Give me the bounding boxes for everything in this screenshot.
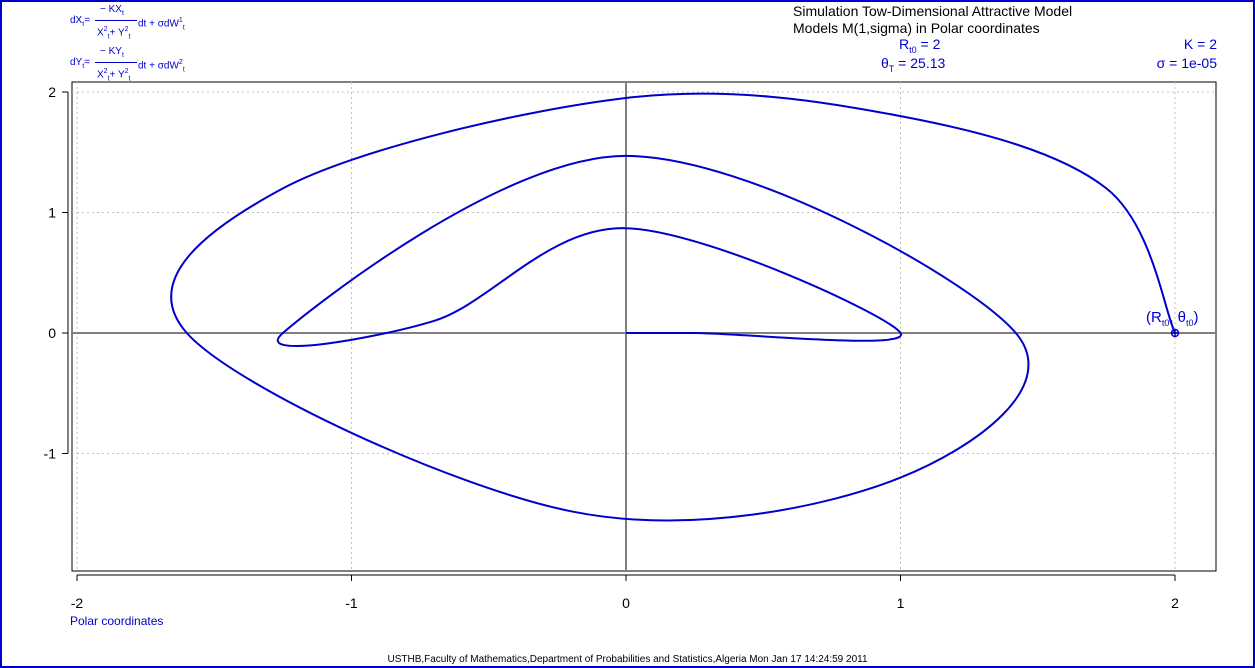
eq2-denominator: X2t+ Y2t	[97, 68, 131, 83]
ticks: -2 -1 0 1 2 -1 0 1 2	[44, 84, 1180, 611]
theta-parameter: θT = 25.13	[881, 55, 945, 74]
y-tick-label: 1	[48, 205, 56, 221]
x-tick-label: -2	[71, 595, 84, 611]
eq1-numerator: − KXt	[100, 4, 124, 17]
eq1-lhs: dXt=	[70, 15, 91, 28]
theta-value: = 25.13	[894, 55, 946, 71]
x-axis-label: Polar coordinates	[70, 614, 164, 628]
x-tick-label: 2	[1171, 595, 1179, 611]
chart-title: Simulation Tow-Dimensional Attractive Mo…	[793, 3, 1073, 19]
start-point-label: (Rt0, θt0)	[1146, 309, 1199, 328]
equation-dx: dXt= − KXt X2t+ Y2t dt + σdW1t	[70, 4, 200, 40]
k-parameter: K = 2	[1183, 36, 1217, 52]
y-tick-label: -1	[44, 446, 57, 462]
eq2-tail: dt + σdW2t	[138, 59, 185, 74]
eq2-fraction-bar	[95, 62, 137, 63]
eq1-denominator: X2t+ Y2t	[97, 26, 131, 41]
x-tick-label: -1	[345, 595, 358, 611]
equation-dy: dYt= − KYt X2t+ Y2t dt + σdW2t	[70, 46, 200, 82]
spiral-series-line	[170, 92, 1176, 522]
plot-box	[71, 81, 1217, 572]
eq1-tail: dt + σdW1t	[138, 17, 185, 32]
y-tick-label: 2	[48, 84, 56, 100]
footer-credit: USTHB,Faculty of Mathematics,Department …	[387, 654, 868, 665]
r0-value: = 2	[916, 36, 941, 52]
eq2-numerator: − KYt	[100, 46, 124, 59]
start-marker-group	[1170, 328, 1180, 338]
r0-parameter: Rt0 = 2	[899, 36, 940, 55]
spiral-curve-group	[170, 92, 1176, 522]
eq2-lhs: dYt=	[70, 57, 91, 70]
chart-subtitle: Models M(1,sigma) in Polar coordinates	[793, 20, 1040, 36]
x-tick-label: 0	[622, 595, 630, 611]
x-tick-label: 1	[897, 595, 905, 611]
sigma-parameter: σ = 1e-05	[1156, 55, 1217, 71]
grid-lines	[72, 82, 1216, 571]
r0-label: R	[899, 36, 910, 52]
theta-subscript: T	[888, 63, 895, 74]
y-tick-label: 0	[48, 325, 56, 341]
eq1-fraction-bar	[95, 20, 137, 21]
r0-subscript: t0	[909, 44, 917, 55]
theta-label: θ	[881, 55, 889, 71]
